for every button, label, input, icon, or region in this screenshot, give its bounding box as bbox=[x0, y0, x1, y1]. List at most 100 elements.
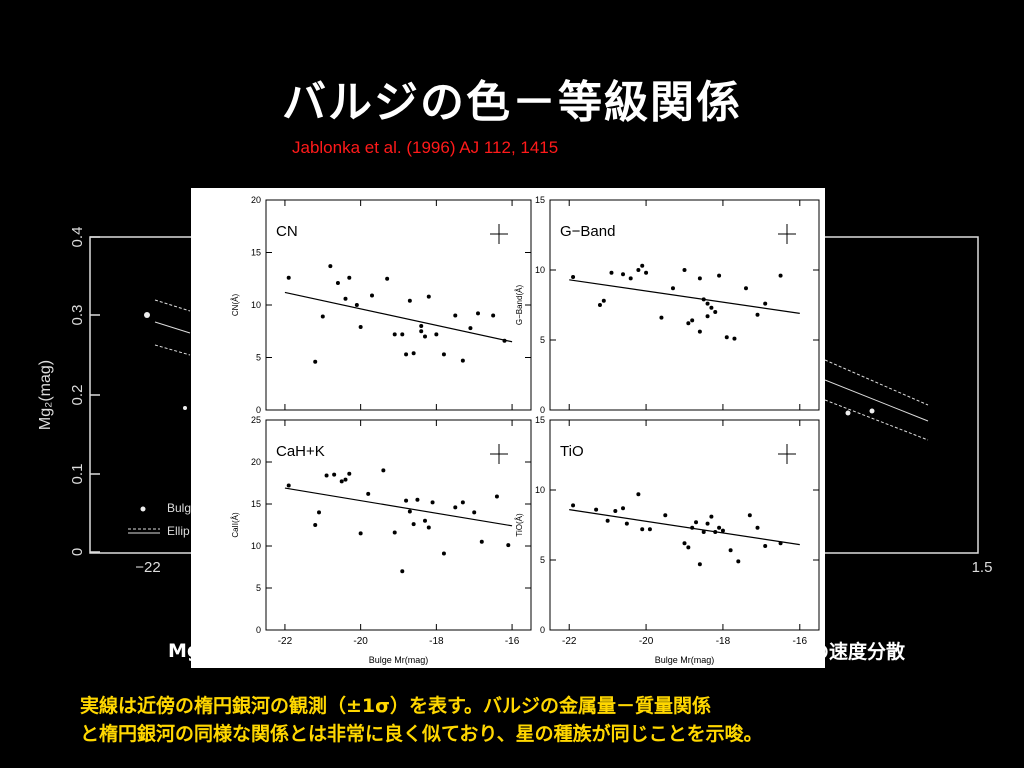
data-point bbox=[407, 298, 412, 303]
data-point bbox=[453, 313, 458, 318]
data-point bbox=[724, 335, 729, 340]
data-point bbox=[502, 338, 507, 343]
y-tick-label: 10 bbox=[535, 485, 545, 495]
y-tick-label: 0 bbox=[540, 405, 545, 415]
data-point bbox=[717, 525, 722, 530]
data-point bbox=[647, 527, 652, 532]
data-point bbox=[701, 297, 706, 302]
data-point bbox=[347, 471, 352, 476]
data-point bbox=[426, 294, 431, 299]
y-tick-label: 5 bbox=[256, 353, 261, 363]
x-tick-label: -20 bbox=[639, 636, 654, 647]
bg-ytick-3: 0.3 bbox=[69, 305, 86, 326]
panel-title: G−Band bbox=[560, 223, 615, 240]
y-axis-label: TiO(Å) bbox=[515, 513, 524, 537]
panel-title: CN bbox=[276, 223, 298, 240]
data-point bbox=[392, 332, 397, 337]
y-tick-label: 0 bbox=[256, 625, 261, 635]
y-axis-label: CaII(Å) bbox=[231, 512, 240, 538]
bg-ytick-2: 0.2 bbox=[69, 385, 86, 406]
y-tick-label: 5 bbox=[540, 335, 545, 345]
data-point bbox=[747, 513, 752, 518]
data-point bbox=[476, 311, 480, 316]
data-point bbox=[571, 275, 576, 279]
y-tick-label: 10 bbox=[251, 541, 261, 551]
panel-frame bbox=[265, 419, 532, 631]
data-point bbox=[713, 530, 718, 534]
data-point bbox=[317, 510, 321, 515]
fit-line bbox=[569, 279, 800, 314]
data-point bbox=[624, 521, 629, 526]
data-point bbox=[636, 492, 641, 497]
data-point bbox=[441, 551, 446, 556]
data-point bbox=[778, 541, 783, 546]
x-axis-label: Bulge Mr(mag) bbox=[655, 655, 715, 665]
data-point bbox=[636, 268, 641, 272]
data-point bbox=[441, 352, 446, 357]
data-point bbox=[709, 514, 714, 519]
data-point bbox=[713, 310, 718, 314]
y-tick-label: 25 bbox=[251, 415, 261, 425]
data-point bbox=[778, 273, 783, 278]
data-point bbox=[460, 500, 465, 505]
data-point bbox=[686, 545, 691, 550]
data-point bbox=[347, 275, 352, 280]
fit-line bbox=[284, 291, 513, 343]
data-point bbox=[571, 503, 576, 508]
data-point bbox=[659, 315, 664, 320]
data-point bbox=[755, 525, 760, 530]
y-tick-label: 10 bbox=[535, 265, 545, 275]
footer-text: 実線は近傍の楕円銀河の観測（±1σ）を表す。バルジの金属量－質量関係 と楕円銀河… bbox=[80, 692, 763, 748]
data-point bbox=[313, 359, 318, 364]
data-point bbox=[763, 544, 768, 548]
data-point bbox=[705, 314, 710, 319]
data-point bbox=[763, 301, 768, 306]
data-point bbox=[381, 468, 386, 473]
data-point bbox=[430, 500, 435, 505]
data-point bbox=[670, 286, 675, 291]
bg-point bbox=[869, 408, 875, 414]
data-point bbox=[621, 272, 626, 277]
data-point bbox=[491, 313, 496, 318]
data-point bbox=[743, 286, 748, 291]
bg-legend-bulge: Bulg bbox=[167, 501, 191, 515]
y-tick-label: 5 bbox=[540, 555, 545, 565]
x-tick-label: -22 bbox=[278, 636, 293, 647]
panels-svg: 0 5 10 15 20 CN(Å) CN 0 5 10 15 G−Band(Å) G−Band 0 5 10… bbox=[231, 195, 820, 665]
caption-left: Mg bbox=[168, 640, 201, 662]
fit-line bbox=[284, 487, 513, 527]
y-tick-label: 15 bbox=[251, 248, 261, 258]
data-point bbox=[411, 522, 416, 527]
data-point bbox=[732, 336, 737, 341]
data-point bbox=[709, 305, 714, 310]
data-point bbox=[419, 324, 424, 328]
data-point bbox=[690, 525, 695, 530]
x-tick-label: -18 bbox=[429, 636, 444, 647]
data-point bbox=[343, 296, 348, 301]
data-point bbox=[354, 303, 359, 307]
data-point bbox=[640, 527, 645, 532]
data-point bbox=[644, 270, 649, 275]
data-point bbox=[358, 531, 363, 536]
data-point bbox=[392, 530, 397, 535]
x-tick-label: -18 bbox=[716, 636, 731, 647]
y-tick-label: 15 bbox=[251, 499, 261, 509]
slide-title: バルジの色－等級関係 bbox=[282, 77, 742, 128]
data-point bbox=[407, 509, 412, 514]
data-point bbox=[286, 483, 291, 488]
y-tick-label: 15 bbox=[535, 415, 545, 425]
data-point bbox=[479, 539, 484, 544]
bg-upper-band-right bbox=[824, 359, 929, 406]
data-point bbox=[494, 494, 499, 499]
data-point bbox=[720, 528, 725, 533]
data-point bbox=[597, 303, 602, 307]
bg-y-ticks bbox=[90, 236, 100, 553]
data-point bbox=[339, 479, 344, 484]
data-point bbox=[697, 329, 702, 334]
data-point bbox=[366, 491, 371, 496]
footer-line-1: 実線は近傍の楕円銀河の観測（±1σ）を表す。バルジの金属量－質量関係 bbox=[80, 695, 712, 717]
bg-point bbox=[183, 406, 187, 410]
data-point bbox=[335, 280, 340, 285]
bg-upper-band-left bbox=[154, 299, 191, 312]
y-axis-label: G−Band(Å) bbox=[515, 285, 524, 326]
